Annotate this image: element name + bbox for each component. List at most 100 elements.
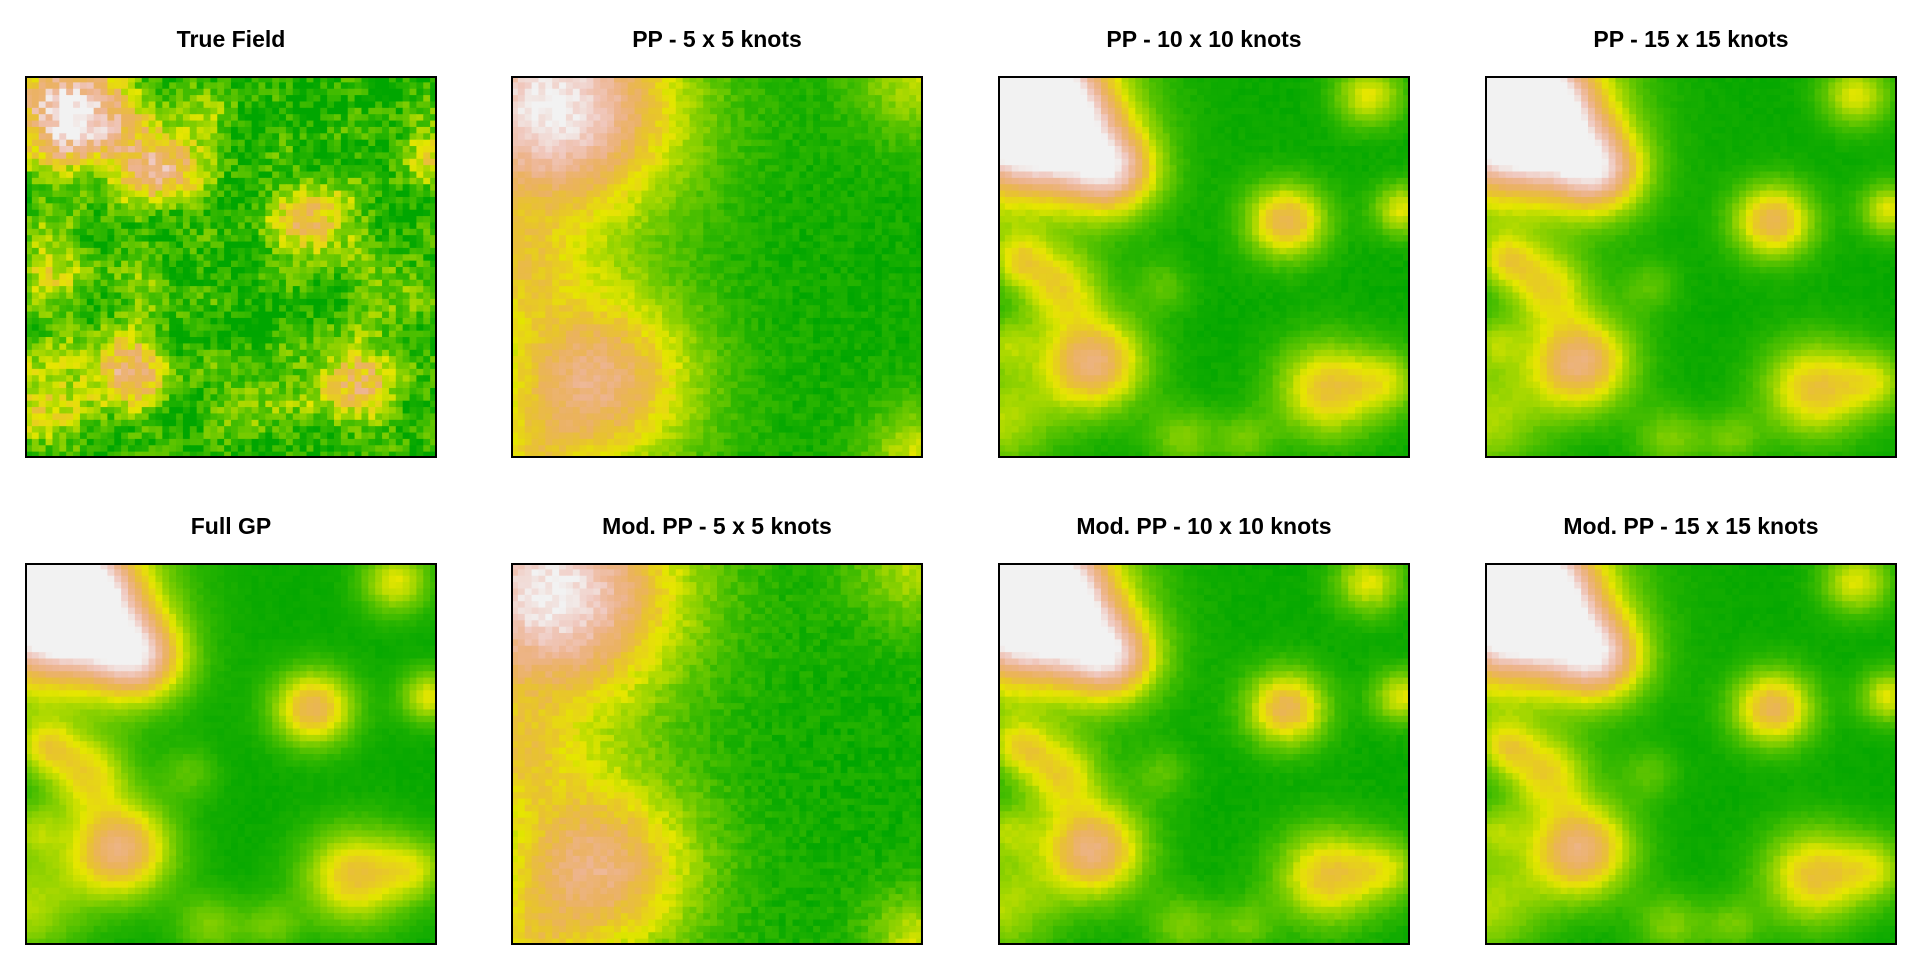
heatmap-cell [224, 241, 232, 249]
heatmap-cell [182, 292, 191, 300]
heatmap-cell [224, 107, 232, 115]
heatmap-cell [134, 273, 143, 281]
heatmap-cell [607, 126, 615, 134]
heatmap-cell [682, 152, 691, 160]
heatmap-cell [217, 413, 225, 421]
heatmap-cell [737, 82, 746, 90]
heatmap-cell [134, 362, 143, 370]
heatmap-cell [306, 190, 314, 198]
heatmap-cell [265, 107, 273, 115]
heatmap-cell [607, 171, 615, 179]
heatmap-cell [66, 171, 74, 179]
heatmap-cell [354, 279, 363, 287]
heatmap-cell [395, 254, 404, 262]
heatmap-cell [224, 196, 232, 204]
heatmap-cell [909, 139, 917, 147]
heatmap-cell [292, 76, 301, 83]
heatmap-cell [559, 209, 567, 217]
heatmap-cell [751, 76, 759, 83]
heatmap-cell [31, 190, 40, 198]
heatmap-cell [182, 337, 191, 344]
heatmap-cell [155, 177, 163, 185]
heatmap-cell [347, 177, 356, 185]
heatmap-cell [737, 95, 746, 103]
heatmap-cell [79, 165, 88, 173]
heatmap-cell [895, 120, 903, 128]
heatmap-cell [710, 146, 718, 153]
heatmap-cell [416, 184, 424, 192]
heatmap-cell [826, 76, 835, 83]
heatmap-cell [299, 190, 308, 198]
heatmap-cell [196, 184, 205, 192]
heatmap-cell [895, 216, 903, 224]
heatmap-cell [703, 184, 711, 192]
heatmap-cell [285, 152, 294, 160]
heatmap-cell [868, 126, 876, 134]
heatmap-cell [45, 324, 54, 332]
heatmap-cell [388, 76, 397, 83]
heatmap-cell [258, 407, 266, 415]
heatmap-cell [237, 381, 246, 389]
heatmap-cell [785, 165, 794, 173]
heatmap-cell [423, 101, 431, 109]
heatmap-cell [634, 88, 643, 96]
heatmap-cell [340, 146, 349, 153]
heatmap-cell [320, 101, 328, 109]
heatmap-cell [86, 146, 95, 153]
heatmap-cell [176, 413, 184, 421]
heatmap-cell [251, 349, 260, 357]
heatmap-cell [634, 114, 643, 122]
heatmap-cell [675, 184, 684, 192]
heatmap-cell [25, 222, 33, 230]
heatmap-cell [531, 184, 540, 192]
heatmap-cell [25, 228, 33, 236]
heatmap-cell [668, 133, 677, 141]
heatmap-cell [382, 387, 390, 395]
heatmap-cell [320, 76, 328, 83]
heatmap-cell [38, 158, 47, 166]
heatmap-cell [86, 324, 95, 332]
heatmap-cell [155, 165, 163, 173]
heatmap-cell [395, 267, 404, 274]
heatmap-cell [292, 107, 301, 115]
heatmap-cell [148, 247, 157, 255]
heatmap-cell [231, 241, 239, 249]
heatmap-cell [861, 76, 869, 83]
heatmap-cell [751, 133, 759, 141]
heatmap-cell [251, 235, 260, 243]
heatmap-cell [292, 394, 301, 402]
heatmap-cell [38, 286, 47, 294]
heatmap-cell [217, 203, 225, 211]
heatmap-cell [313, 95, 321, 103]
heatmap-cell [224, 76, 232, 83]
heatmap-cell [902, 114, 910, 122]
heatmap-cell [224, 114, 232, 122]
heatmap-cell [710, 76, 718, 83]
heatmap-cell [751, 88, 759, 96]
heatmap-cell [203, 203, 211, 211]
heatmap-cell [409, 126, 417, 134]
heatmap-cell [162, 286, 170, 294]
heatmap-cell [66, 286, 74, 294]
heatmap-cell [423, 413, 431, 421]
heatmap-cell [31, 267, 40, 274]
heatmap-cell [251, 419, 260, 427]
heatmap-cell [231, 413, 239, 421]
heatmap-cell [203, 247, 211, 255]
heatmap-cell [361, 152, 369, 160]
heatmap-cell [285, 362, 294, 370]
heatmap-cell [224, 279, 232, 287]
heatmap-cell [368, 152, 376, 160]
heatmap-cell [545, 196, 553, 204]
heatmap-cell [409, 286, 417, 294]
heatmap-cell [327, 95, 335, 103]
heatmap-cell [340, 413, 349, 421]
heatmap-cell [409, 171, 417, 179]
heatmap-cell [847, 165, 855, 173]
heatmap-cell [203, 177, 211, 185]
heatmap-cell [265, 152, 273, 160]
heatmap-cell [388, 228, 397, 236]
heatmap-cell [785, 146, 794, 153]
heatmap-cell [765, 216, 773, 224]
heatmap-cell [25, 203, 33, 211]
